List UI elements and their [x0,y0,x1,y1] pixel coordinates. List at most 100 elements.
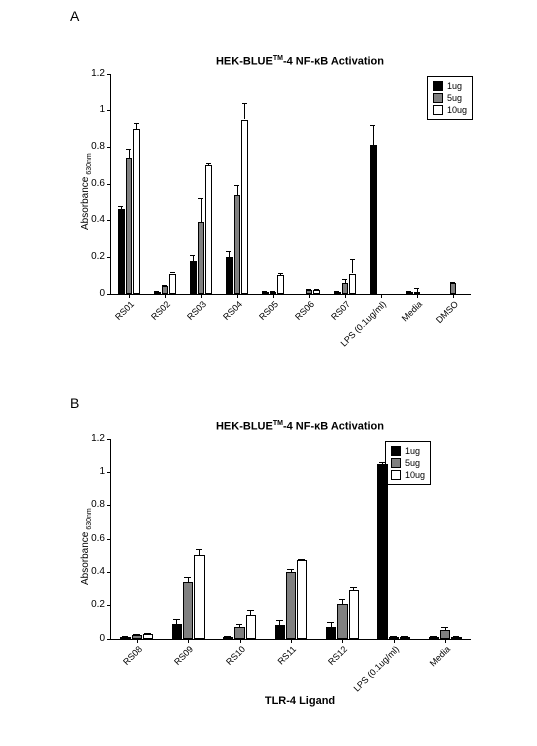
error-cap [122,636,129,637]
panel-b-wrap: HEK-BLUETM-4 NF-κB Activation 1ug5ug10ug… [110,420,490,707]
bar [183,582,193,639]
panel-a-ylabel: Absorbance 630nm [80,153,93,230]
y-tick-mark [107,505,111,506]
error-bar [237,185,238,194]
bar [143,634,153,639]
error-bar [201,198,202,222]
x-tick-mark [394,639,395,643]
legend-label: 5ug [405,457,420,469]
figure-page: A HEK-BLUETM-4 NF-κB Activation 1ug5ug10… [0,0,537,746]
bar [162,286,169,293]
y-tick-label: 0.8 [91,141,105,153]
error-cap [342,279,347,280]
legend-swatch [391,458,401,468]
y-tick-mark [107,184,111,185]
bar [349,274,356,294]
y-tick-label: 0.6 [91,533,105,545]
bar [154,292,161,294]
x-tick-mark [453,294,454,298]
legend-swatch [433,105,443,115]
error-cap [262,291,267,292]
x-tick-label: Media [360,644,452,736]
bar [277,275,284,293]
error-cap [276,620,283,621]
x-tick-mark [309,294,310,298]
error-cap [334,291,339,292]
legend-label: 5ug [447,92,462,104]
legend-entry: 10ug [433,104,467,116]
x-tick-label: RS10 [155,644,247,736]
error-cap [287,569,294,570]
legend-label: 1ug [447,80,462,92]
y-tick-label: 0.8 [91,499,105,511]
x-tick-mark [201,294,202,298]
error-cap [270,291,275,292]
error-cap [430,636,437,637]
bar [450,283,457,294]
bar [406,292,413,294]
bar [334,292,341,294]
error-cap [173,619,180,620]
x-tick-mark [273,294,274,298]
bar [241,120,248,294]
error-cap [406,291,411,292]
error-cap [162,285,167,286]
y-tick-label: 1 [99,104,105,116]
error-cap [236,624,243,625]
bar [297,560,307,638]
error-cap [314,289,319,290]
y-tick-label: 1.2 [91,68,105,80]
y-tick-label: 1.2 [91,433,105,445]
panel-a-legend: 1ug5ug10ug [427,76,473,120]
error-cap [370,125,375,126]
error-cap [453,636,460,637]
y-tick-mark [107,294,111,295]
y-tick-mark [107,472,111,473]
y-tick-label: 0.6 [91,178,105,190]
bar [326,627,336,639]
y-tick-mark [107,74,111,75]
x-tick-mark [240,639,241,643]
error-cap [154,291,159,292]
legend-entry: 5ug [433,92,467,104]
error-bar [373,125,374,145]
bar [337,604,347,639]
error-cap [190,255,195,256]
x-tick-mark [237,294,238,298]
error-cap [401,636,408,637]
error-cap [224,636,231,637]
y-tick-label: 0 [99,288,105,300]
bar [234,627,244,639]
y-tick-label: 0.4 [91,214,105,226]
y-tick-label: 0.2 [91,251,105,263]
x-tick-label: RS09 [103,644,195,736]
y-tick-label: 1 [99,466,105,478]
bar [133,129,140,294]
x-tick-mark [165,294,166,298]
x-tick-mark [381,294,382,298]
panel-a-label: A [70,8,79,24]
error-cap [450,282,455,283]
y-tick-mark [107,605,111,606]
bar [342,283,349,294]
x-tick-mark [188,639,189,643]
legend-entry: 1ug [433,80,467,92]
panel-a-wrap: HEK-BLUETM-4 NF-κB Activation 1ug5ug10ug… [110,55,490,295]
x-tick-mark [291,639,292,643]
error-cap [234,185,239,186]
error-cap [350,587,357,588]
bar [172,624,182,639]
bar [440,630,450,638]
bar [286,572,296,639]
error-cap [339,599,346,600]
y-tick-mark [107,147,111,148]
legend-entry: 10ug [391,469,425,481]
x-tick-label: RS12 [258,644,350,736]
panel-b-plot: 1ug5ug10ug 00.20.40.60.811.2RS08RS09RS10… [110,439,471,640]
x-tick-mark [137,639,138,643]
bar [190,261,197,294]
x-tick-label: LPS (0.1ug/ml) [309,644,401,736]
error-cap [170,272,175,273]
bar [198,222,205,294]
legend-label: 1ug [405,445,420,457]
